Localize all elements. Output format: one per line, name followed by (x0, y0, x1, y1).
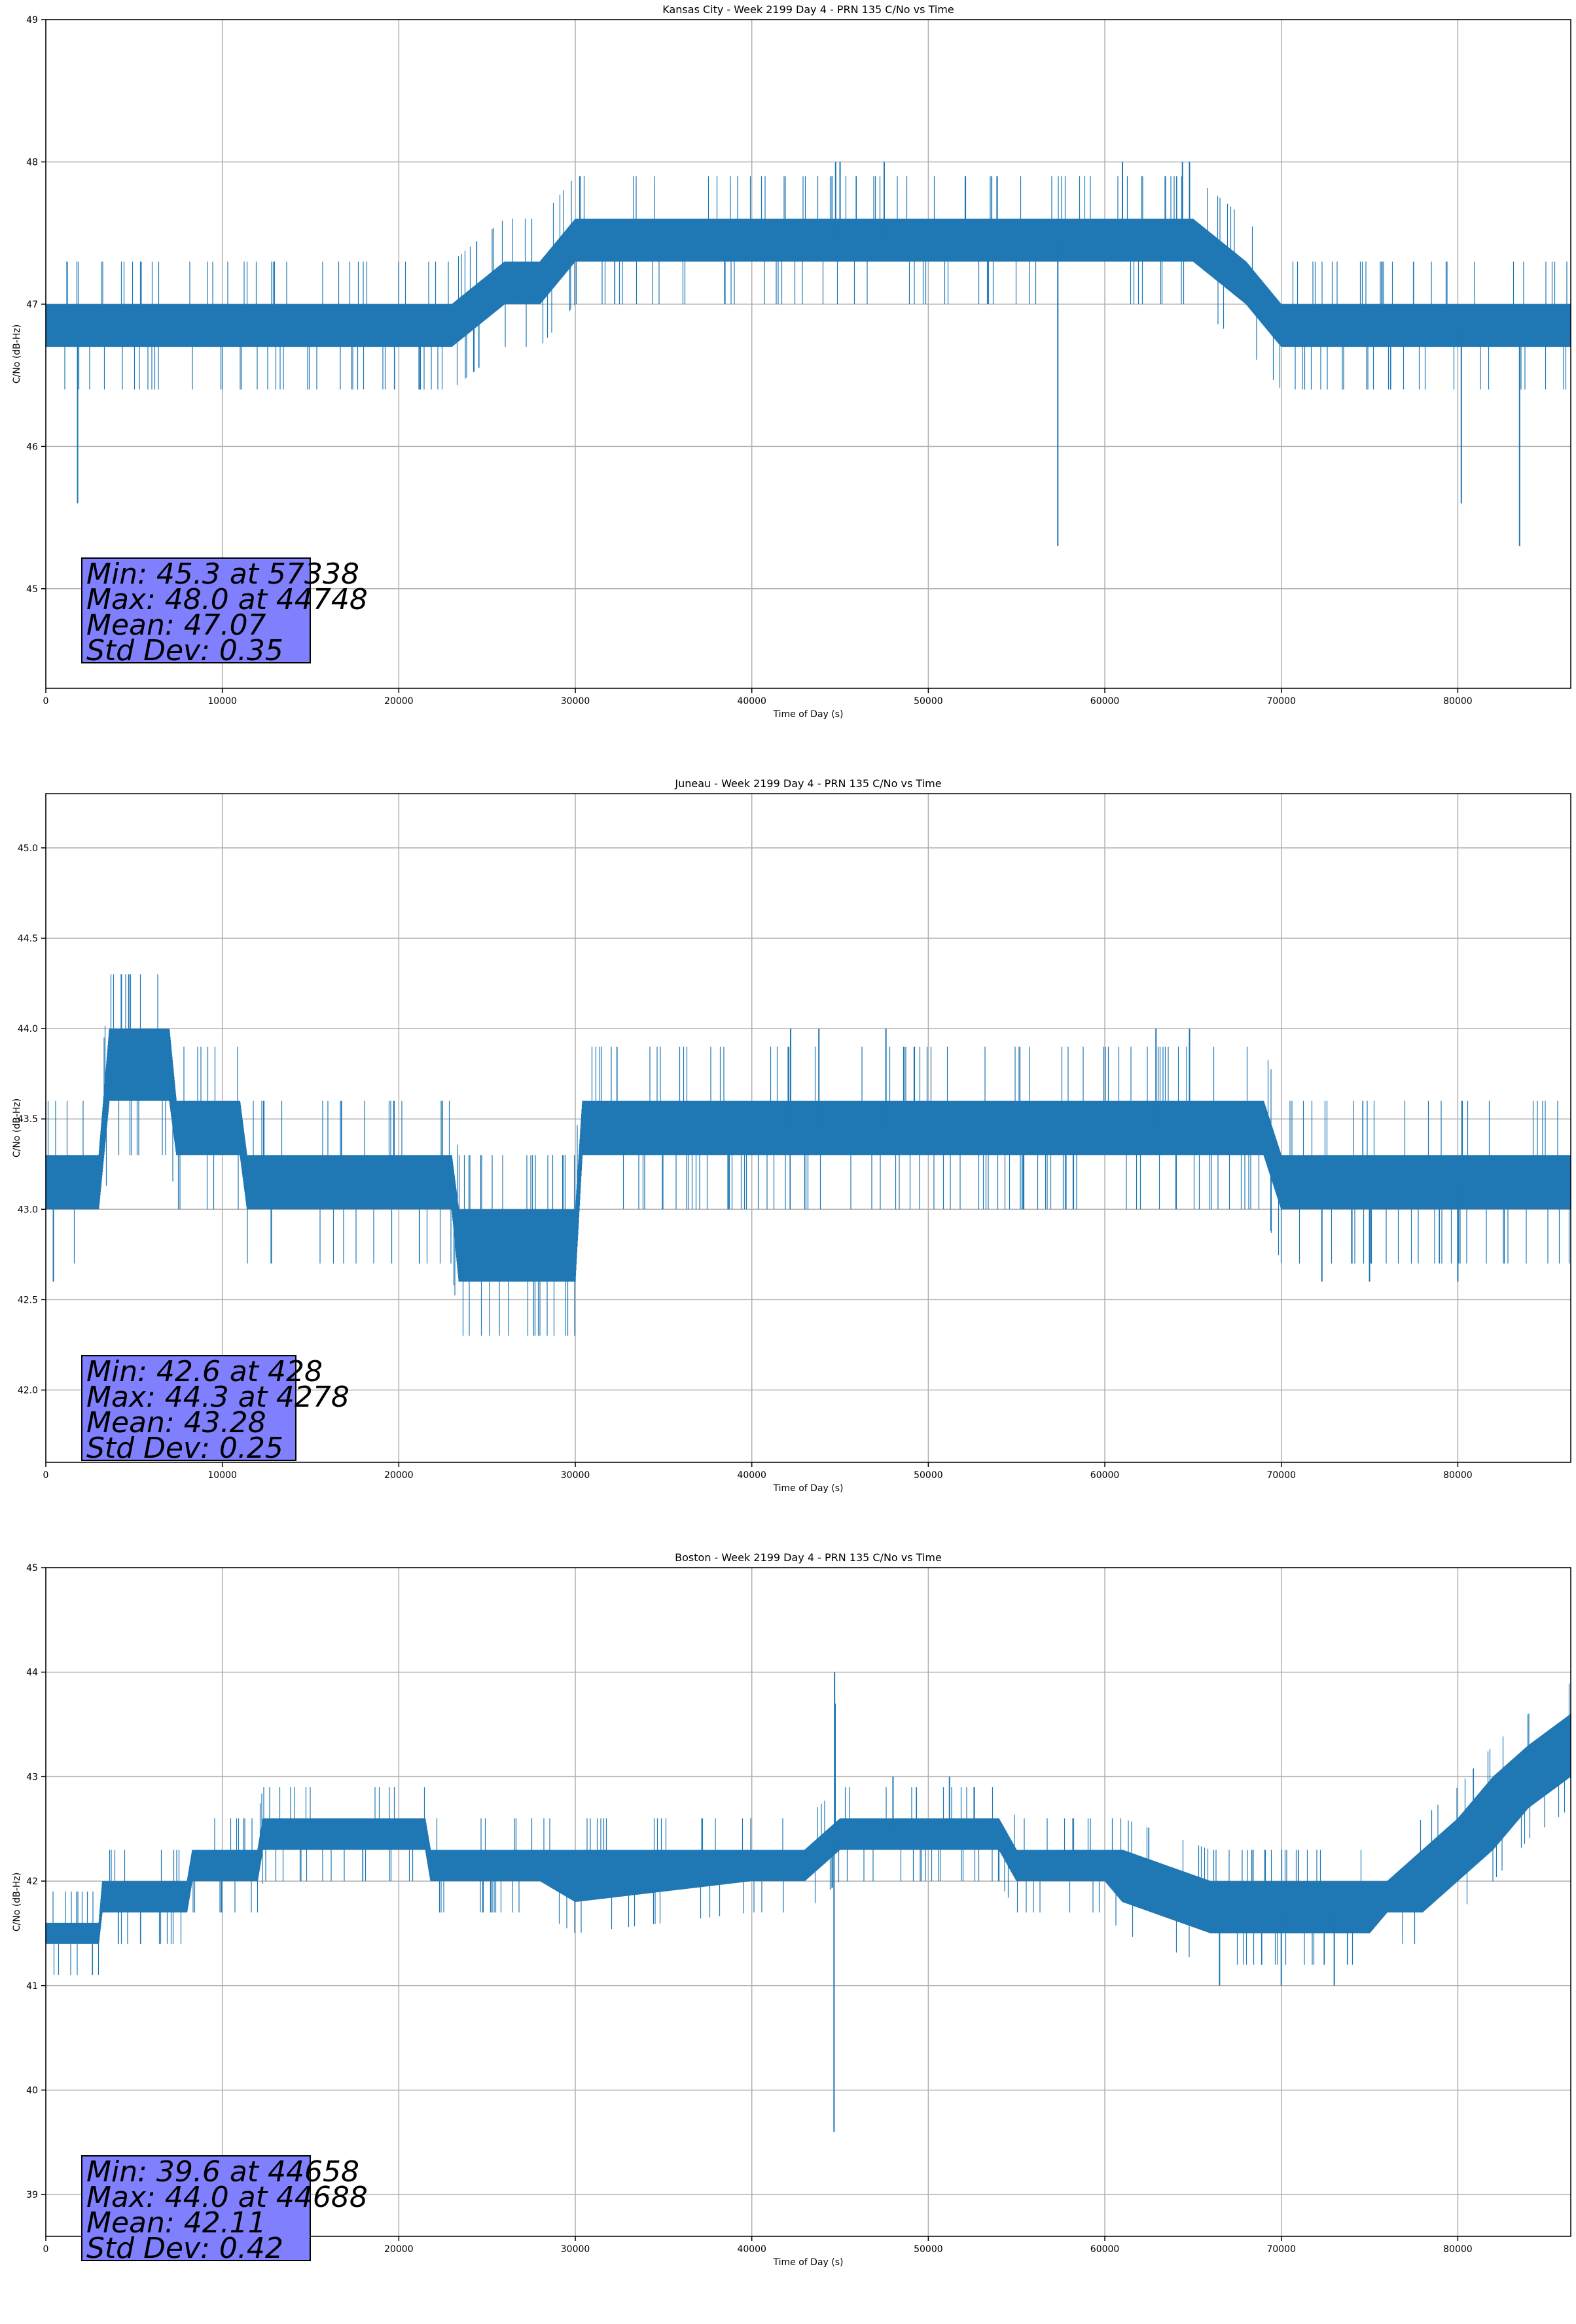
plot-frame (45, 19, 1571, 689)
x-tick-label: 20000 (384, 2244, 414, 2255)
stats-std-dev: Std Dev: 0.42 (86, 2232, 283, 2265)
x-tick-label: 50000 (914, 696, 943, 707)
x-tick-label: 20000 (384, 696, 414, 707)
stats-mean: Mean: 43.28 (86, 1406, 266, 1439)
x-tick-label: 60000 (1090, 696, 1120, 707)
y-tick-label: 43 (26, 1772, 38, 1782)
y-tick-label: 43.5 (18, 1114, 38, 1125)
y-axis-label: C/No (dB-Hz) (12, 325, 22, 383)
y-tick-label: 42.0 (18, 1386, 38, 1396)
x-tick-label: 80000 (1443, 696, 1473, 707)
x-tick-label: 60000 (1090, 2244, 1120, 2255)
y-tick-label: 47 (26, 300, 38, 310)
chart-svg: Juneau - Week 2199 Day 4 - PRN 135 C/No … (12, 777, 1571, 1494)
stats-box: Min: 42.6 at 428 Max: 44.3 at 4278 Mean:… (81, 1355, 349, 1465)
stats-std-dev: Std Dev: 0.35 (86, 634, 283, 667)
x-tick-label: 30000 (561, 1470, 590, 1481)
x-tick-label: 80000 (1443, 2244, 1473, 2255)
series-band (45, 1683, 1571, 1975)
x-tick-label: 40000 (737, 1470, 766, 1481)
y-tick-label: 41 (26, 1981, 38, 1992)
y-tick-label: 40 (26, 2085, 38, 2096)
stats-box: Min: 39.6 at 44658 Max: 44.0 at 44688 Me… (81, 2155, 368, 2265)
chart-panel-juneau: Juneau - Week 2199 Day 4 - PRN 135 C/No … (0, 774, 1576, 1548)
y-tick-label: 43.0 (18, 1205, 38, 1215)
y-tick-label: 39 (26, 2190, 38, 2200)
stats-mean: Mean: 47.07 (86, 608, 266, 642)
x-axis-label: Time of Day (s) (773, 2257, 844, 2268)
plot-frame (45, 1567, 1571, 2237)
x-tick-label: 70000 (1266, 2244, 1296, 2255)
y-tick-label: 49 (26, 15, 38, 26)
y-tick-label: 44.5 (18, 934, 38, 944)
x-axis-label: Time of Day (s) (773, 709, 844, 720)
x-tick-label: 70000 (1266, 1470, 1296, 1481)
y-tick-label: 44.0 (18, 1024, 38, 1034)
plot-frame (45, 793, 1571, 1463)
x-tick-label: 10000 (207, 696, 237, 707)
stats-mean: Mean: 42.11 (86, 2206, 266, 2240)
y-axis-label: C/No (dB-Hz) (12, 1873, 22, 1931)
y-tick-label: 44 (26, 1668, 38, 1678)
y-tick-label: 46 (26, 442, 38, 452)
x-tick-label: 50000 (914, 2244, 943, 2255)
y-tick-label: 42.5 (18, 1295, 38, 1305)
chart-title: Kansas City - Week 2199 Day 4 - PRN 135 … (662, 3, 954, 16)
stats-max: Max: 44.0 at 44688 (86, 2181, 368, 2214)
y-axis-label: C/No (dB-Hz) (12, 1099, 22, 1157)
x-tick-label: 60000 (1090, 1470, 1120, 1481)
stats-std-dev: Std Dev: 0.25 (86, 1432, 283, 1465)
x-tick-label: 50000 (914, 1470, 943, 1481)
stats-min: Min: 42.6 at 428 (86, 1355, 323, 1388)
chart-panel-boston: Boston - Week 2199 Day 4 - PRN 135 C/No … (0, 1548, 1576, 2321)
stats-max: Max: 44.3 at 4278 (86, 1381, 349, 1414)
x-tick-label: 0 (43, 1470, 49, 1481)
chart-svg: Kansas City - Week 2199 Day 4 - PRN 135 … (12, 3, 1571, 720)
x-tick-label: 0 (43, 696, 49, 707)
y-tick-label: 45 (26, 584, 38, 595)
stats-box: Min: 45.3 at 57338 Max: 48.0 at 44748 Me… (81, 557, 368, 667)
y-tick-label: 48 (26, 157, 38, 167)
chart-title: Juneau - Week 2199 Day 4 - PRN 135 C/No … (674, 777, 941, 790)
chart-panel-kansas-city: Kansas City - Week 2199 Day 4 - PRN 135 … (0, 0, 1576, 774)
y-tick-label: 45 (26, 1563, 38, 1574)
x-tick-label: 10000 (207, 1470, 237, 1481)
x-axis-label: Time of Day (s) (773, 1483, 844, 1494)
series-band (45, 176, 1571, 390)
x-tick-label: 30000 (561, 2244, 590, 2255)
x-tick-label: 80000 (1443, 1470, 1473, 1481)
x-tick-label: 70000 (1266, 696, 1296, 707)
stats-max: Max: 48.0 at 44748 (86, 583, 368, 616)
y-tick-label: 45.0 (18, 843, 38, 854)
x-tick-label: 40000 (737, 696, 766, 707)
chart-title: Boston - Week 2199 Day 4 - PRN 135 C/No … (675, 1551, 942, 1564)
x-tick-label: 40000 (737, 2244, 766, 2255)
x-tick-label: 20000 (384, 1470, 414, 1481)
x-tick-label: 30000 (561, 696, 590, 707)
y-tick-label: 42 (26, 1876, 38, 1887)
x-tick-label: 0 (43, 2244, 49, 2255)
